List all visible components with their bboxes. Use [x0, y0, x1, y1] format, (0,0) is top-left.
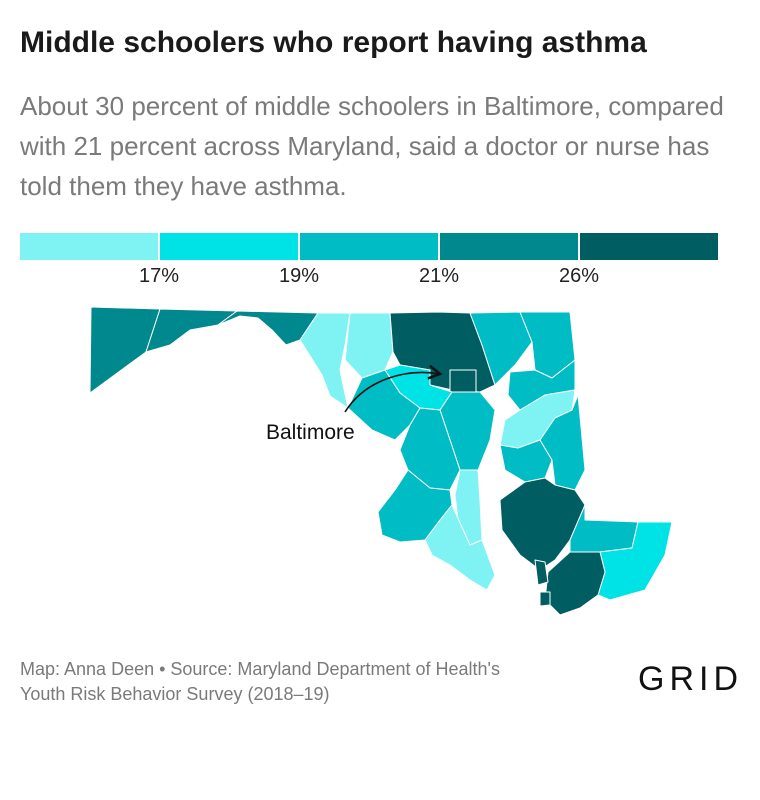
chart-subtitle: About 30 percent of middle schoolers in …: [20, 91, 724, 201]
legend-bin-1: [20, 233, 158, 260]
county-prince-georges: [399, 407, 461, 491]
legend-bin-2: [160, 233, 298, 260]
county-baltimore-city: [449, 369, 477, 394]
county-worcester: [597, 521, 673, 601]
county-island-2: [539, 591, 551, 607]
legend-tick-17: 17%: [138, 265, 180, 287]
grid-logo: GRID: [638, 660, 743, 698]
baltimore-arrow: [344, 364, 443, 413]
baltimore-annotation: Baltimore: [266, 421, 355, 444]
county-island-1: [534, 559, 549, 586]
legend-tick-21: 21%: [418, 265, 460, 287]
source-line-1: Map: Anna Deen • Source: Maryland Depart…: [20, 659, 500, 679]
source-line-2: Youth Risk Behavior Survey (2018–19): [20, 684, 330, 704]
maryland-map: [89, 306, 673, 616]
legend-bin-5: [580, 233, 718, 260]
source-credit: Map: Anna Deen • Source: Maryland Depart…: [20, 657, 620, 707]
county-talbot: [499, 439, 553, 483]
color-legend: 17% 19% 21% 26%: [20, 233, 718, 293]
county-somerset: [544, 551, 606, 616]
chart-title: Middle schoolers who report having asthm…: [20, 26, 647, 59]
legend-tick-19: 19%: [278, 265, 320, 287]
county-allegany: [145, 308, 238, 353]
county-carroll: [344, 312, 394, 379]
legend-tick-26: 26%: [558, 265, 600, 287]
legend-bin-4: [440, 233, 578, 260]
legend-bin-3: [300, 233, 438, 260]
county-st-marys: [424, 504, 496, 591]
